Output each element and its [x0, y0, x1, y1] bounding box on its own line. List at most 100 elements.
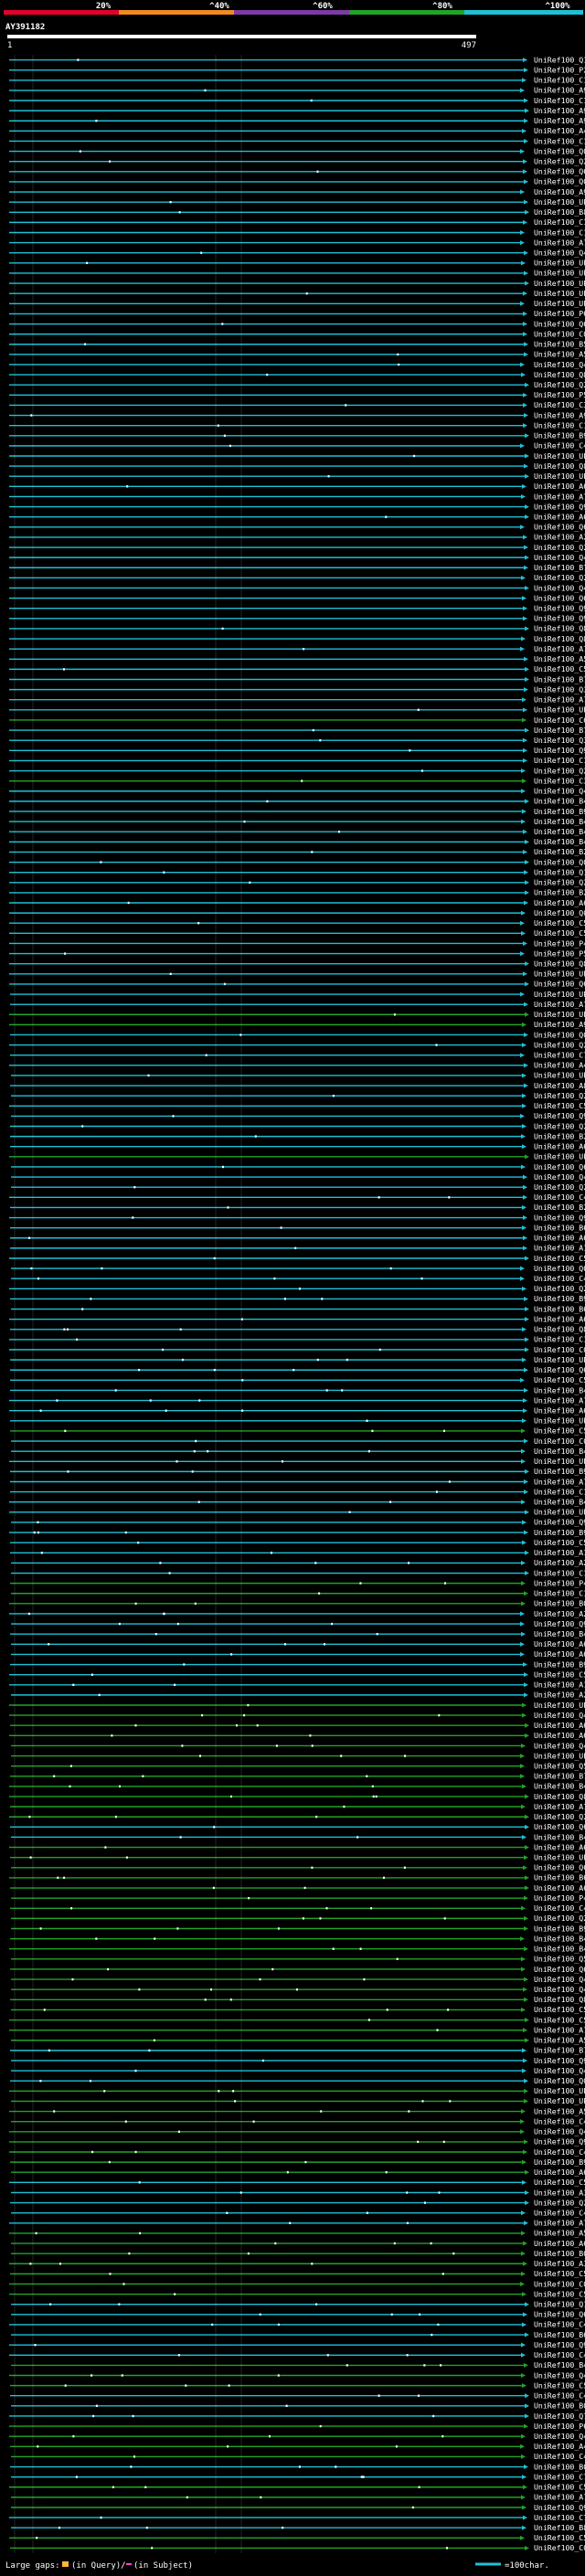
hit-label[interactable]: UniRef100_A9V7A2: [534, 187, 585, 196]
hit-label[interactable]: UniRef100_Q6DIV0: [534, 167, 585, 176]
hit-row[interactable]: UniRef100_B2RGP5: [9, 847, 585, 856]
hit-label[interactable]: UniRef100_A9P926: [534, 410, 585, 419]
hit-row[interactable]: UniRef100_UP1000..: [9, 1457, 585, 1466]
hit-row[interactable]: UniRef100_C4PTF3: [9, 441, 585, 451]
hit-label[interactable]: UniRef100_UP1000..: [534, 1853, 585, 1862]
hit-row[interactable]: UniRef100_C5MFL3: [9, 2178, 585, 2187]
hit-label[interactable]: UniRef100_UP1000..: [534, 2086, 585, 2095]
hit-label[interactable]: UniRef100_C1H0I9: [534, 1335, 585, 1344]
hit-row[interactable]: UniRef100_Q21164: [9, 157, 585, 166]
hit-label[interactable]: UniRef100_A8Q5W5: [534, 1081, 585, 1090]
hit-label[interactable]: UniRef100_C1GZ61: [534, 1487, 585, 1496]
hit-row[interactable]: UniRef100_A6XEH9: [9, 513, 585, 522]
hit-label[interactable]: UniRef100_UP1000..: [534, 1457, 585, 1466]
hit-row[interactable]: UniRef100_Q96GS3: [9, 2340, 585, 2349]
hit-label[interactable]: UniRef100_A6RVM7: [534, 2168, 585, 2177]
hit-label[interactable]: UniRef100_B9NT05: [534, 1659, 585, 1669]
hit-label[interactable]: UniRef100_B6HW59: [534, 2330, 585, 2339]
hit-label[interactable]: UniRef100_Q0JCX8: [534, 857, 585, 866]
hit-label[interactable]: UniRef100_C5Y0I0: [534, 2289, 585, 2298]
hit-label[interactable]: UniRef100_Q4YUJ3: [534, 2066, 585, 2075]
hit-label[interactable]: UniRef100_B9S2B8: [534, 807, 585, 816]
hit-row[interactable]: UniRef100_A1CRV6: [10, 1244, 585, 1253]
hit-label[interactable]: UniRef100_B4LEJ8: [534, 837, 585, 846]
hit-label[interactable]: UniRef100_B4KUT6: [534, 1782, 585, 1791]
hit-label[interactable]: UniRef100_B7FKR5: [534, 563, 585, 572]
hit-row[interactable]: UniRef100_B0W940: [11, 2249, 585, 2258]
hit-label[interactable]: UniRef100_UP1000..: [534, 197, 585, 207]
hit-label[interactable]: UniRef100_A6N8Y1: [534, 1721, 585, 1730]
hit-label[interactable]: UniRef100_A1CRV6: [534, 1244, 585, 1253]
hit-label[interactable]: UniRef100_B4D3C3: [534, 1629, 585, 1638]
hit-label[interactable]: UniRef100_Q25189: [534, 1091, 585, 1100]
hit-row[interactable]: UniRef100_A7ESY0: [10, 1477, 585, 1486]
hit-row[interactable]: UniRef100_A5K514: [11, 2036, 585, 2045]
hit-row[interactable]: UniRef100_Q1MLW3: [9, 55, 585, 64]
hit-label[interactable]: UniRef100_P46850: [534, 1893, 585, 1903]
hit-row[interactable]: UniRef100_A3F5Z4: [9, 2259, 585, 2268]
hit-label[interactable]: UniRef100_B9MBK5: [534, 1294, 585, 1303]
hit-label[interactable]: UniRef100_C4WT57: [534, 1274, 585, 1283]
hit-row[interactable]: UniRef100_P25387: [9, 66, 585, 75]
hit-label[interactable]: UniRef100_B9WK13: [534, 2157, 585, 2167]
hit-label[interactable]: UniRef100_Q47J20: [534, 2370, 585, 2380]
hit-row[interactable]: UniRef100_UP1000..: [11, 1751, 585, 1760]
hit-row[interactable]: UniRef100_C0NR69: [9, 2279, 585, 2288]
hit-label[interactable]: UniRef100_Q39836: [534, 736, 585, 745]
hit-label[interactable]: UniRef100_Q18640: [534, 868, 585, 877]
hit-label[interactable]: UniRef100_A6NAU9: [534, 482, 585, 491]
hit-row[interactable]: UniRef100_Q6FQB4: [10, 1965, 585, 1974]
hit-row[interactable]: UniRef100_B9MWF2: [11, 1924, 585, 1933]
hit-row[interactable]: UniRef100_A5BV59: [9, 654, 585, 663]
hit-row[interactable]: UniRef100_UP1000..: [9, 197, 585, 207]
hit-label[interactable]: UniRef100_Q96S54: [534, 2503, 585, 2512]
hit-label[interactable]: UniRef100_Q4P8V5: [534, 787, 585, 796]
hit-row[interactable]: UniRef100_UP1000..: [11, 2096, 585, 2105]
hit-row[interactable]: UniRef100_Q00X27: [9, 146, 585, 155]
hit-row[interactable]: UniRef100_Q2UX61: [11, 1913, 585, 1923]
hit-label[interactable]: UniRef100_B4IZB0: [534, 1945, 585, 1954]
hit-label[interactable]: UniRef100_C3Q0P5: [534, 400, 585, 409]
hit-label[interactable]: UniRef100_C4LU92: [534, 2320, 585, 2329]
hit-row[interactable]: UniRef100_UP1000..: [9, 299, 585, 308]
hit-label[interactable]: UniRef100_UP1000..: [534, 472, 585, 481]
hit-row[interactable]: UniRef100_C4LT58: [9, 2350, 585, 2359]
hit-label[interactable]: UniRef100_Q8J225: [534, 1325, 585, 1334]
hit-label[interactable]: UniRef100_C1ZDW2: [534, 1589, 585, 1598]
hit-row[interactable]: UniRef100_C4QP69: [11, 2209, 585, 2218]
hit-label[interactable]: UniRef100_C4QP69: [534, 2209, 585, 2218]
hit-label[interactable]: UniRef100_UP1000..: [534, 1751, 585, 1760]
hit-row[interactable]: UniRef100_Q6DIV0: [9, 167, 585, 176]
hit-row[interactable]: UniRef100_C4JRS6: [10, 1903, 585, 1913]
hit-row[interactable]: UniRef100_A1IIN8: [9, 1680, 585, 1690]
hit-label[interactable]: UniRef100_P69193: [534, 2422, 585, 2431]
hit-row[interactable]: UniRef100_C5PPN5: [10, 1426, 585, 1436]
hit-row[interactable]: UniRef100_Q6FFK2: [11, 1162, 585, 1171]
hit-row[interactable]: UniRef100_A6QVE2: [10, 1883, 585, 1892]
hit-row[interactable]: UniRef100_Q21Z15: [9, 1812, 585, 1821]
hit-row[interactable]: UniRef100_Q24450: [9, 766, 585, 775]
hit-row[interactable]: UniRef100_C1ZDW2: [11, 1589, 585, 1598]
hit-row[interactable]: UniRef100_C5YX73: [9, 928, 585, 938]
hit-row[interactable]: UniRef100_B7SP58: [10, 1772, 585, 1781]
hit-label[interactable]: UniRef100_C1MZG8: [534, 96, 585, 105]
hit-row[interactable]: UniRef100_Q2QUD1: [9, 1040, 585, 1049]
hit-row[interactable]: UniRef100_C5RV31: [9, 2533, 585, 2542]
hit-row[interactable]: UniRef100_C3HHC5: [9, 776, 585, 785]
hit-row[interactable]: UniRef100_A6N8Y1: [10, 1721, 585, 1730]
hit-row[interactable]: UniRef100_Q95PD0: [11, 1518, 585, 1527]
hit-row[interactable]: UniRef100_C7EWL6: [10, 1051, 585, 1060]
hit-row[interactable]: UniRef100_Q0UUC3: [11, 1264, 585, 1273]
hit-row[interactable]: UniRef100_Q9S5B4: [9, 1213, 585, 1222]
hit-row[interactable]: UniRef100_A7LH77: [9, 2025, 585, 2034]
hit-label[interactable]: UniRef100_Q8S4T1: [534, 634, 585, 643]
hit-label[interactable]: UniRef100_B9I2G9: [534, 431, 585, 440]
hit-row[interactable]: UniRef100_C1C5V1: [11, 1568, 585, 1577]
hit-row[interactable]: UniRef100_A6L3T1: [10, 1234, 585, 1243]
hit-row[interactable]: UniRef100_A6NL15: [9, 898, 585, 907]
hit-label[interactable]: UniRef100_Q6EEB0: [534, 980, 585, 989]
hit-label[interactable]: UniRef100_Q4W403: [534, 553, 585, 562]
hit-row[interactable]: UniRef100_C5KV19: [9, 2015, 585, 2024]
hit-label[interactable]: UniRef100_C4V8T9: [534, 2117, 585, 2126]
hit-label[interactable]: UniRef100_Q96GS3: [534, 2340, 585, 2349]
